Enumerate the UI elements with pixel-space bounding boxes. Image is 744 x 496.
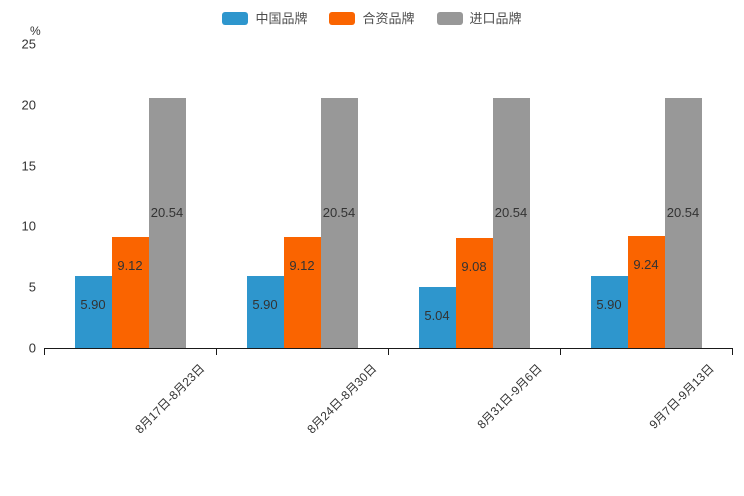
bar-0-1[interactable]: 9.12: [111, 237, 149, 348]
y-axis-tick-label: 20: [21, 97, 36, 113]
bar-3-1[interactable]: 9.24: [627, 235, 665, 348]
legend-item-1[interactable]: 合资品牌: [329, 11, 415, 26]
y-axis-tick-label: 25: [21, 36, 36, 52]
bar-2-0[interactable]: 5.04: [418, 286, 456, 348]
bar-1-1[interactable]: 9.12: [283, 237, 321, 348]
y-axis-tick-label: 10: [21, 218, 36, 234]
legend-item-label: 进口品牌: [469, 11, 522, 26]
chart-legend: 中国品牌 合资品牌 进口品牌: [0, 12, 744, 25]
bar-1-0[interactable]: 5.90: [246, 276, 284, 348]
bar-value-label: 9.24: [633, 256, 659, 272]
bar-value-label: 20.54: [322, 205, 356, 221]
bar-2-1[interactable]: 9.08: [455, 237, 493, 348]
bar-value-label: 20.54: [494, 205, 528, 221]
y-axis-tick-label: 0: [28, 340, 36, 356]
bar-group-0: 5.90 9.12 20.54: [74, 44, 186, 348]
bar-value-label: 5.90: [252, 297, 278, 313]
bar-0-2[interactable]: 20.54: [148, 98, 186, 348]
legend-swatch-icon: [436, 12, 463, 25]
x-axis-label-2: 8月31日-9月6日: [474, 361, 545, 432]
bar-group-1: 5.90 9.12 20.54: [246, 44, 358, 348]
legend-swatch-icon: [329, 12, 356, 25]
x-axis-label-1: 8月24日-8月30日: [304, 361, 380, 437]
bar-value-label: 5.90: [80, 297, 106, 313]
bar-group-3: 5.90 9.24 20.54: [590, 44, 702, 348]
bar-value-label: 20.54: [150, 205, 184, 221]
legend-item-label: 中国品牌: [255, 11, 308, 26]
bar-value-label: 9.12: [289, 258, 315, 274]
legend-item-0[interactable]: 中国品牌: [222, 12, 307, 25]
x-axis-tick-mark: [560, 348, 561, 355]
bar-value-label: 5.90: [596, 297, 622, 313]
x-axis-tick-mark-end: [732, 348, 733, 355]
y-axis-ticks: 0 5 10 15 20 25: [0, 37, 36, 356]
bar-value-label: 9.12: [117, 258, 143, 274]
plot-area: 5.90 9.12 20.54 5.90 9.12 20.54 5.04 9.08 20.54 5…: [44, 44, 732, 348]
bar-group-2: 5.04 9.08 20.54: [418, 44, 530, 348]
bar-value-label: 9.08: [461, 258, 487, 274]
legend-item-label: 合资品牌: [362, 11, 415, 26]
bar-1-2[interactable]: 20.54: [320, 98, 358, 348]
x-axis-tick-mark: [388, 348, 389, 355]
legend-swatch-icon: [222, 12, 249, 25]
y-axis-tick-label: 15: [21, 158, 36, 174]
bar-0-0[interactable]: 5.90: [74, 276, 112, 348]
y-axis-unit-label: %: [30, 24, 41, 38]
x-axis-tick-mark: [216, 348, 217, 355]
bar-value-label: 5.04: [424, 307, 450, 323]
legend-item-2[interactable]: 进口品牌: [436, 11, 522, 26]
x-axis-label-3: 9月7日-9月13日: [646, 361, 717, 432]
x-axis-tick-mark: [44, 348, 45, 355]
x-axis-label-0: 8月17日-8月23日: [132, 361, 208, 437]
y-axis-tick-label: 5: [28, 279, 36, 295]
bar-3-2[interactable]: 20.54: [664, 98, 702, 348]
bar-value-label: 20.54: [666, 205, 700, 221]
bar-2-2[interactable]: 20.54: [492, 98, 530, 348]
bar-3-0[interactable]: 5.90: [590, 276, 628, 348]
